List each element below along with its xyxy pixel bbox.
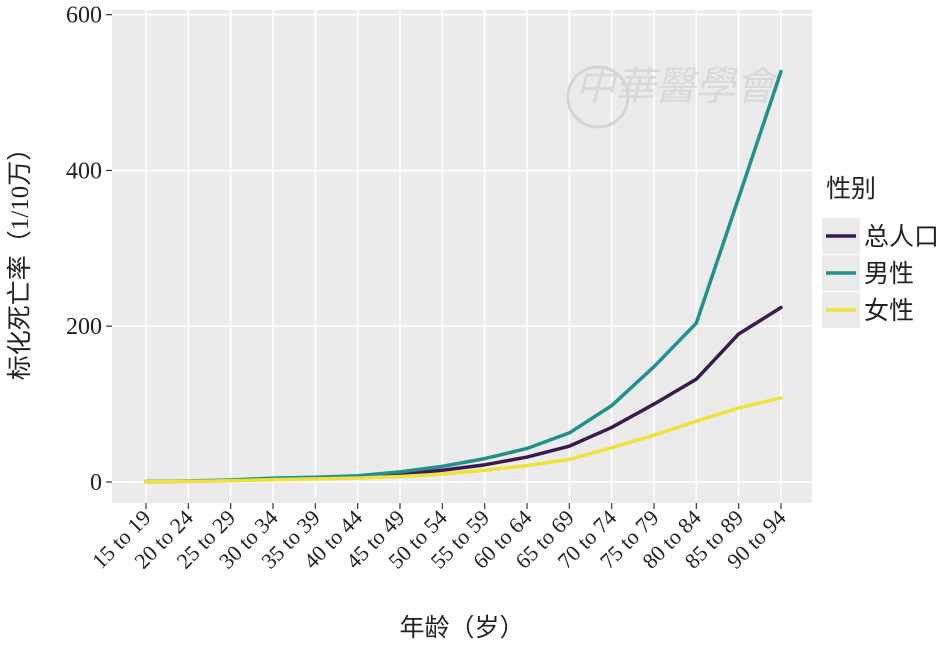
- x-axis-title: 年龄（岁）: [399, 614, 524, 642]
- legend-label: 总人口: [864, 223, 939, 251]
- y-tick-label: 200: [66, 314, 102, 340]
- watermark: 中華醫學會: [575, 64, 780, 109]
- y-axis-title: 标化死亡率（1/10万）: [6, 136, 34, 380]
- legend-label: 男性: [864, 260, 914, 288]
- grid: [112, 10, 812, 503]
- series-group: [144, 69, 783, 484]
- y-tick-label: 600: [66, 3, 102, 29]
- watermark-emblem: [566, 65, 630, 129]
- series-line: [144, 396, 783, 484]
- legend-title: 性别: [826, 175, 876, 203]
- legend-label: 女性: [864, 297, 914, 325]
- y-tick-label: 0: [90, 470, 102, 496]
- y-tick-label: 400: [66, 158, 102, 184]
